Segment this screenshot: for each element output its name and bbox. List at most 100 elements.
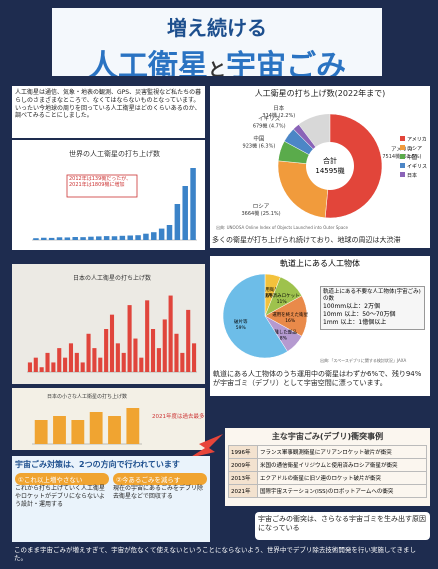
annotation-box: [66, 174, 138, 198]
title-line2: 人工衛星と宇宙ごみ: [52, 41, 382, 76]
bar: [72, 237, 78, 240]
bar: [48, 237, 55, 240]
slice-name: イギリス: [258, 115, 280, 122]
launch-chart-box: 世界の人工衛星の打ち上げ数 2012年は139機だったが、2021年は1809機に…: [12, 140, 205, 250]
collision-note: 宇宙ごみの衝突は、さらなる宇宙ゴミを生み出す原因になっている: [255, 512, 430, 540]
bar: [111, 236, 118, 240]
legend-swatch: [400, 136, 405, 141]
bar: [182, 186, 188, 240]
orange-chart: 日本の小さな人工衛星の打ち上げ数 2021年度は過去最多: [32, 393, 205, 445]
bar: [45, 352, 50, 372]
bar: [80, 237, 86, 240]
bar: [92, 348, 97, 372]
bar: [41, 237, 47, 240]
bar: [33, 357, 38, 372]
collision-cell: エクアドルの衛星に旧ソ連のロケット破片が衝突: [257, 471, 427, 485]
orbit-label: 16%: [285, 318, 296, 324]
collision-title: 主な宇宙ごみ(デブリ)衝突事例: [271, 432, 384, 441]
collision-box: 主な宇宙ごみ(デブリ)衝突事例 1996年 フランス軍事観測衛星にアリアンロケット…: [225, 428, 430, 506]
bar: [51, 362, 56, 372]
bar: [190, 168, 196, 240]
collision-row: 2021年 国際宇宙ステーション(ISS)のロボットアームへの衝突: [227, 484, 427, 498]
launch-chart: 世界の人工衛星の打ち上げ数 2012年は139機だったが、2021年は1809機に…: [32, 149, 197, 241]
measure-b-title: ②今あるごみを減らす: [113, 473, 207, 485]
intro: 人工衛星は通信、気象・地表の観測、GPS、災害監視など私たちの暮らしのさまざまな…: [12, 86, 205, 138]
slice-name: ロシア: [253, 203, 270, 210]
chart-title: 世界の人工衛星の打ち上げ数: [69, 149, 160, 158]
collision-cell: フランス軍事観測衛星にアリアンロケット破片が衝突: [257, 445, 427, 459]
collision-cell: 2021年: [227, 484, 259, 498]
bar: [119, 235, 126, 240]
orbit-slice: [222, 273, 288, 359]
bar: [57, 348, 62, 372]
legend-swatch: [400, 172, 405, 177]
annotation: 2012年は139機だったが、2021年は1809機に増加: [69, 176, 132, 188]
orbit-title: 軌道上にある人工物体: [280, 258, 360, 268]
bar: [53, 416, 66, 444]
bar: [126, 408, 140, 444]
bar: [56, 237, 63, 240]
annotation-holder: 2012年は139機だったが、2021年は1809機に増加: [69, 176, 132, 188]
bar: [168, 295, 173, 372]
slice-label: 3664機 (25.1%): [241, 210, 280, 217]
slice-name: 日本: [273, 104, 285, 112]
chart-note: 2021年度は過去最多: [152, 412, 205, 420]
bar: [121, 352, 126, 372]
slice-name: 中国: [253, 135, 265, 143]
legend-label: イギリス: [407, 164, 427, 170]
legend-label: アメリカ: [407, 137, 427, 143]
orbit-size: 1mm 以上：1億個以上: [323, 318, 387, 326]
collision-cell: 2013年: [227, 471, 259, 485]
collision-row: 1996年 フランス軍事観測衛星にアリアンロケット破片が衝突: [227, 445, 427, 459]
bar: [133, 338, 138, 372]
orbit-name: 運用衛星: [261, 286, 279, 293]
bar: [27, 362, 32, 372]
bar: [64, 237, 71, 240]
red-chart: 日本の人工衛星の打ち上げ数: [27, 274, 197, 373]
chart-title: 日本の人工衛星の打ち上げ数: [73, 274, 151, 282]
pie-source: 出典: UNOOSA Online Index of Objects Launc…: [216, 224, 348, 230]
collision-table: 1996年 フランス軍事観測衛星にアリアンロケット破片が衝突 2009年 米国の通信衛…: [227, 445, 427, 498]
bar: [192, 343, 197, 372]
arrow: [189, 434, 223, 458]
bar: [98, 357, 103, 372]
collision-cell: 国際宇宙ステーション(ISS)のロボットアームへの衝突: [257, 484, 427, 498]
measure-a-text: これから打ち上げていく人工衛星やロケットがデブリにならないよう設計・運用する: [15, 485, 106, 508]
slice-label: 679機 (4.7%): [253, 122, 286, 129]
legend-label: ロシア: [407, 146, 422, 152]
orbit-source: 出典:「スペースデブリに関する検討状況」JAXA: [320, 357, 406, 363]
bar: [150, 329, 156, 372]
pie-hole: [306, 142, 354, 190]
collision-cell: 2009年: [227, 458, 259, 472]
slice-label: 923機 (6.3%): [243, 143, 276, 150]
legend-swatch: [400, 154, 405, 159]
bar: [162, 319, 167, 372]
title-part: と: [208, 60, 226, 76]
collision-cell: 米国の通信衛星イリジウムと使用済みロシア衛星が衝突: [257, 458, 427, 472]
bar: [166, 225, 173, 240]
title-box: 増え続ける 人工衛星と宇宙ごみ: [52, 8, 382, 76]
orbit-caption: 軌道にある人工物体のうち運用中の衛星はわずか6%で、残り94%が宇宙ゴミ（デブリ…: [210, 368, 430, 396]
bar: [108, 416, 121, 444]
pie-box: 人工衛星の打ち上げ数(2022年まで) アメリカ 7514機 (51.5%) ロシア 3…: [210, 86, 430, 234]
bar: [156, 348, 161, 372]
measure-a: ①これ以上増やさない これから打ち上げていく人工衛星やロケットがデブリにならないよ…: [15, 473, 109, 508]
slice-label: 314機 (2.2%): [262, 112, 295, 119]
bar: [127, 305, 132, 372]
bar: [135, 235, 141, 240]
bar: [39, 367, 44, 372]
measure-b: ②今あるごみを減らす 現在の宇宙にあるごみをデブリ除去衛星などで回収する: [113, 473, 207, 508]
bar: [174, 333, 179, 372]
orbit-name: 使用済みロケット: [264, 292, 300, 299]
bar: [88, 236, 94, 240]
red-chart-box: 日本の人工衛星の打ち上げ数: [12, 264, 205, 384]
bar: [186, 309, 191, 372]
title-line1: 増え続ける: [167, 16, 267, 40]
orbit-note-title: 軌道上にある不要な人工物体(宇宙ごみ)の数: [323, 289, 421, 303]
bar: [127, 235, 133, 240]
bar: [33, 238, 39, 240]
bar: [104, 329, 109, 372]
arrow-shape: [189, 434, 223, 458]
